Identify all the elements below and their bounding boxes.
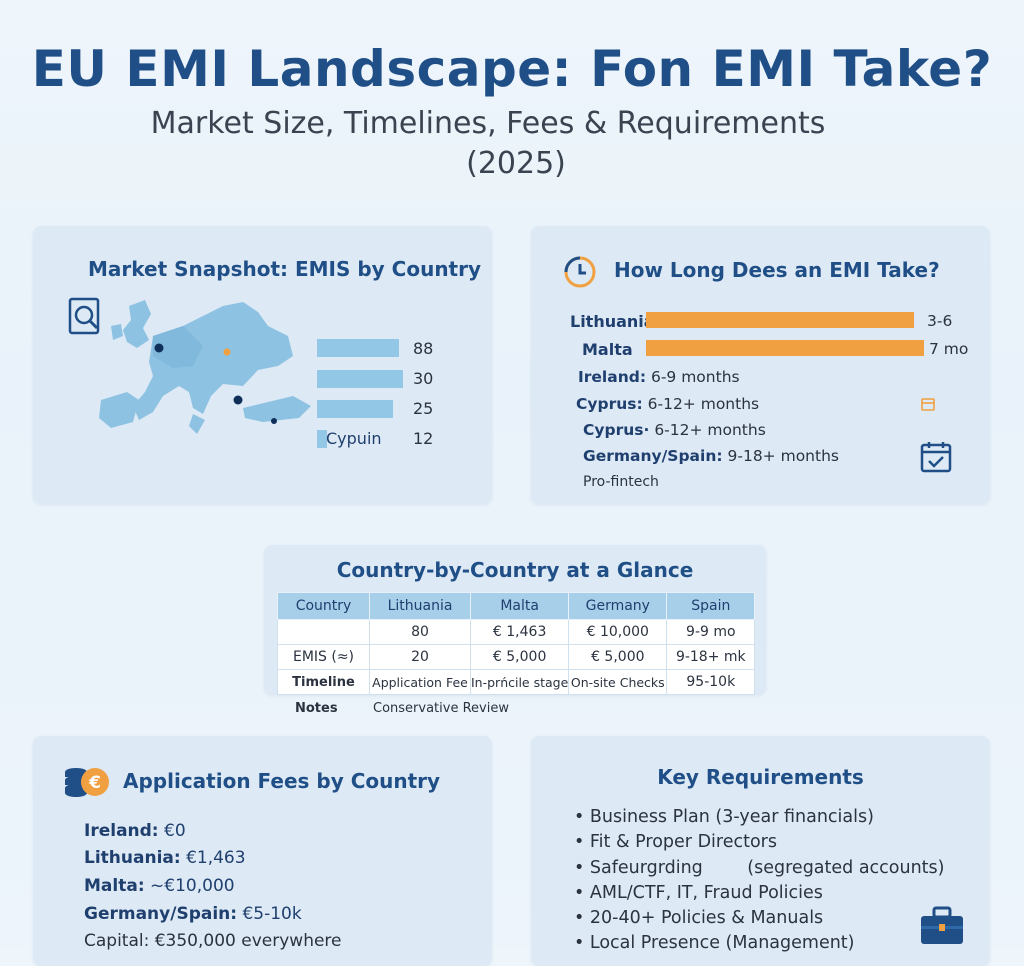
requirement-item: • Fit & Proper Directors: [574, 832, 777, 852]
timeline-item-text: 9-18+ months: [727, 447, 839, 465]
fee-item-country: Malta:: [84, 876, 145, 896]
table-row: Timeline Application Fee In-prńcile stag…: [277, 669, 756, 695]
timeline-card: How Long Dees an EMI Take? Lithuania 3-6…: [531, 226, 990, 504]
table-cell: 80: [369, 619, 471, 645]
timeline-item-text: 6-9 months: [650, 368, 740, 386]
fee-item-value: ~€10,000: [150, 876, 235, 896]
requirements-title: Key Requirements: [657, 765, 864, 789]
timeline-item-1: Ireland: 6-9 months: [578, 368, 740, 386]
page-subtitle: Market Size, Timelines, Fees & Requireme…: [150, 106, 826, 141]
table-header: Country: [277, 592, 370, 620]
timeline-bar-2: [646, 340, 924, 356]
table-cell: € 5,000: [469, 644, 570, 670]
timeline-title: How Long Dees an EMI Take?: [614, 258, 940, 282]
timeline-bar-label-2: Malta: [582, 340, 633, 359]
fee-item-value: €5-10k: [242, 904, 302, 924]
fee-item-3: Malta: ~€10,000: [84, 876, 235, 896]
timeline-bar-label-1: Lithuania: [570, 312, 655, 331]
table-header-row: Country Lithuania Malta Germany Spain: [277, 592, 756, 620]
timeline-item-2: Cyprus: 6-12+ months: [576, 395, 759, 413]
market-bar-value-3: 25: [413, 399, 434, 418]
fee-item-value: €0: [164, 821, 186, 841]
page-title: EU EMI Landscape: Fon EMI Take?: [31, 40, 993, 98]
requirement-item: • Local Presence (Management): [574, 933, 855, 953]
coins-euro-icon: €: [65, 768, 109, 797]
market-bar-label-4: Cypuin: [326, 429, 382, 448]
timeline-bar-value-2: 7 mo: [929, 340, 969, 358]
fee-item-country: Germany/Spain:: [84, 904, 238, 924]
market-bar-2: [317, 370, 403, 388]
table-header: Malta: [469, 592, 570, 620]
table-notes-label: Notes: [295, 701, 338, 716]
table-row: 80 € 1,463 € 10,000 9-9 mo: [277, 619, 756, 645]
europe-map-icon: [99, 300, 311, 434]
table-header: Lithuania: [369, 592, 471, 620]
requirement-item: • AML/CTF, IT, Fraud Policies: [574, 883, 823, 903]
table-cell: [277, 619, 370, 645]
market-bar-1: [317, 339, 399, 357]
glance-table-title: Country-by-Country at a Glance: [336, 558, 694, 582]
table-cell: EMIS (≈): [277, 644, 370, 670]
clock-icon: [564, 256, 596, 288]
page-subtitle-year: (2025): [466, 146, 566, 181]
timeline-item-3: Cyprus· 6-12+ months: [583, 421, 766, 439]
timeline-item-text: 6-12+ months: [647, 395, 760, 413]
market-bar-3: [317, 400, 393, 418]
fee-item-value: €1,463: [186, 848, 246, 868]
fee-item-country: Ireland:: [84, 821, 159, 841]
timeline-item-text: 6-12+ months: [654, 421, 766, 439]
market-bar-value-4: 12: [413, 429, 434, 448]
table-cell: 95-10k: [666, 669, 756, 695]
briefcase-icon: [921, 906, 963, 944]
requirement-item: • Safeurgrding (segregated accounts): [574, 858, 945, 878]
key-requirements-card: Key Requirements • Business Plan (3-year…: [531, 736, 990, 966]
magnifier-document-icon: [68, 297, 100, 335]
table-cell: € 5,000: [568, 644, 668, 670]
svg-text:€: €: [88, 773, 101, 793]
calendar-check-icon: [920, 442, 952, 473]
timeline-item-country: Ireland:: [578, 368, 647, 386]
timeline-item-country: Cyprus·: [583, 421, 650, 439]
requirement-item: • 20-40+ Policies & Manuals: [574, 908, 824, 928]
fees-title: Application Fees by Country: [123, 769, 441, 793]
timeline-item-country: Germany/Spain:: [583, 447, 723, 465]
table-cell: Timeline: [277, 669, 370, 695]
table-header: Spain: [666, 592, 756, 620]
timeline-bar-1: [646, 312, 914, 328]
table-cell: Application Fee: [369, 669, 471, 695]
fee-item-country: Lithuania:: [84, 848, 181, 868]
timeline-item-country: Cyprus:: [576, 395, 643, 413]
small-calendar-icon: [921, 398, 935, 411]
market-bar-4: [317, 430, 327, 448]
glance-table: Country Lithuania Malta Germany Spain 80…: [277, 592, 756, 695]
table-cell: € 1,463: [469, 619, 570, 645]
fee-item-4: Germany/Spain: €5-10k: [84, 904, 302, 924]
table-row: EMIS (≈) 20 € 5,000 € 5,000 9-18+ mk: [277, 644, 756, 670]
fee-item-2: Lithuania: €1,463: [84, 848, 246, 868]
timeline-bar-value-1: 3-6: [927, 312, 953, 330]
application-fees-card: € Application Fees by Country Ireland: €…: [33, 736, 492, 966]
fee-capital: Capital: €350,000 everywhere: [84, 931, 342, 951]
table-cell: In-prńcile stage: [469, 669, 570, 695]
table-cell: € 10,000: [568, 619, 668, 645]
market-snapshot-card: Market Snapshot: EMIS by Country 88 30 2…: [33, 226, 492, 504]
timeline-item-4: Germany/Spain: 9-18+ months: [583, 447, 839, 465]
table-header: Germany: [568, 592, 668, 620]
market-bar-value-2: 30: [413, 369, 434, 388]
glance-table-card: Country-by-Country at a Glance Country L…: [264, 545, 766, 695]
timeline-footnote: Pro-fintech: [583, 474, 659, 490]
table-cell: On-site Checks: [568, 669, 668, 695]
table-cell: 9-18+ mk: [666, 644, 756, 670]
table-cell: 20: [369, 644, 471, 670]
fee-item-1: Ireland: €0: [84, 821, 186, 841]
market-snapshot-title: Market Snapshot: EMIS by Country: [88, 257, 482, 281]
requirement-item: • Business Plan (3-year financials): [574, 807, 874, 827]
market-bar-value-1: 88: [413, 339, 434, 358]
table-cell: 9-9 mo: [666, 619, 756, 645]
table-notes-text: Conservative Review: [373, 701, 509, 716]
